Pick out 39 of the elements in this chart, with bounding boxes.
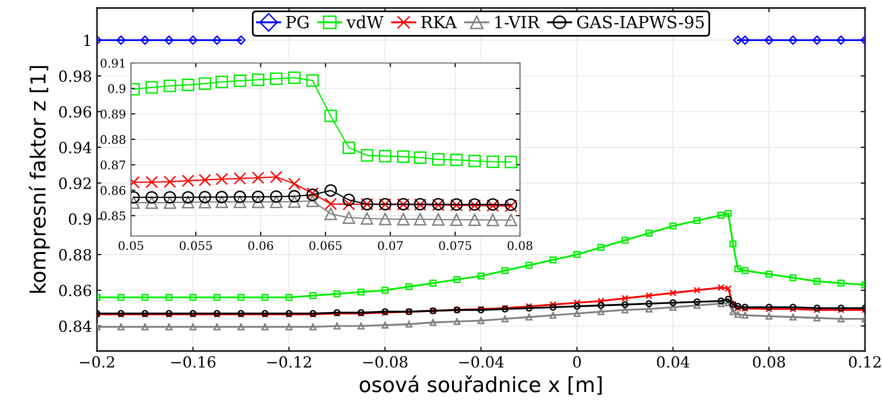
legend-label: vdW: [346, 16, 384, 28]
y-tick-label: 0.88: [100, 135, 126, 144]
y-tick-label: 0.88: [59, 248, 92, 261]
x-tick-label: −0.08: [363, 356, 408, 368]
legend-label: GAS-IAPWS-95: [577, 16, 704, 28]
x-tick-label: 0.055: [180, 241, 212, 250]
x-tick-label: 0.04: [657, 356, 690, 368]
y-tick-label: 0.89: [100, 110, 126, 119]
y-tick-label: 0.98: [59, 70, 92, 82]
x-tick-label: 0.075: [439, 241, 472, 250]
y-tick-label: 0.9: [68, 213, 92, 225]
y-tick-label: 0.91: [100, 58, 124, 68]
x-tick-label: 0.05: [118, 241, 144, 250]
y-tick-label: 0.85: [100, 211, 126, 220]
x-axis-title: osová souřadnice x [m]: [360, 375, 602, 395]
legend-label: PG: [286, 16, 308, 28]
x-tick-label: 0.08: [508, 241, 532, 250]
x-tick-label: 0.12: [849, 356, 881, 368]
x-tick-label: 0.08: [753, 356, 785, 368]
x-tick-label: 0.065: [309, 241, 342, 250]
y-tick-label: 0.84: [59, 320, 92, 332]
x-tick-label: 0: [573, 356, 581, 368]
x-tick-label: −0.2: [80, 356, 114, 368]
y-axis-title: kompresní faktor z [1]: [28, 66, 50, 293]
x-tick-label: −0.12: [267, 356, 311, 368]
x-tick-label: 0.06: [248, 241, 274, 250]
y-tick-label: 0.9: [108, 84, 126, 94]
x-tick-label: −0.16: [171, 356, 216, 368]
x-tick-label: −0.04: [459, 356, 504, 368]
y-tick-label: 0.92: [59, 178, 91, 190]
y-tick-label: 0.87: [100, 160, 126, 170]
y-tick-label: 0.96: [59, 106, 92, 118]
legend-label: 1-VIR: [495, 16, 540, 28]
legend-label: RKA: [421, 16, 457, 28]
y-tick-label: 1: [84, 34, 90, 46]
y-tick-label: 0.86: [59, 284, 92, 296]
x-tick-label: 0.07: [378, 241, 403, 250]
y-tick-label: 0.86: [100, 186, 126, 195]
y-tick-label: 0.94: [59, 142, 92, 154]
